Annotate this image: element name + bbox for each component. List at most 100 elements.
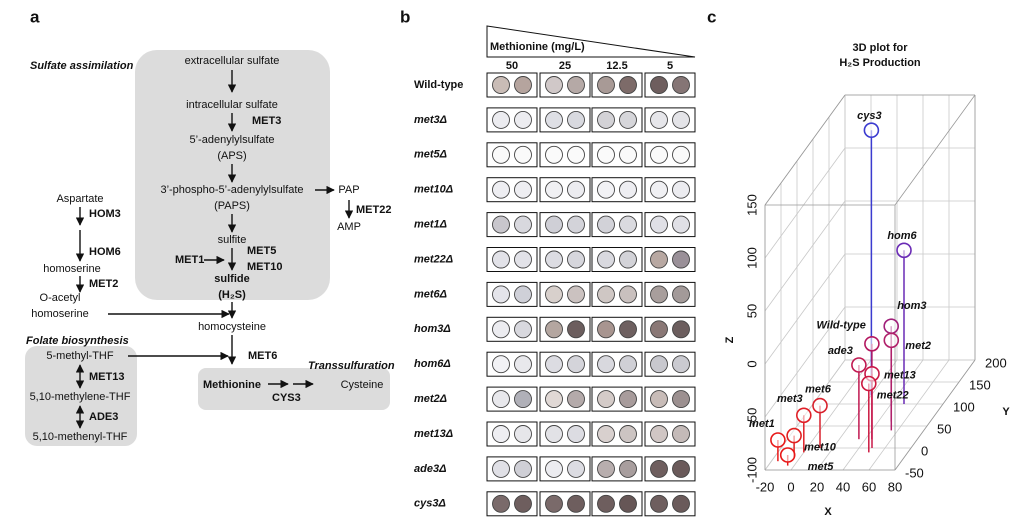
well: [492, 250, 510, 269]
point: [779, 447, 796, 463]
well: [597, 180, 615, 199]
node: 5-methyl-THF: [46, 350, 114, 362]
node: (PAPS): [214, 200, 250, 212]
well: [597, 494, 615, 513]
section-title: Sulfate assimilation: [30, 60, 134, 72]
well: [514, 285, 532, 304]
section-title: Folate biosynthesis: [26, 335, 129, 347]
y-tick-label: 50: [937, 421, 951, 436]
well: [545, 390, 563, 409]
well: [597, 425, 615, 443]
well: [619, 180, 637, 199]
point: [860, 375, 877, 392]
column-header: 25: [559, 60, 571, 72]
well: [672, 215, 690, 234]
well: [545, 180, 563, 199]
node: PAP: [338, 184, 359, 196]
row-label: hom6Δ: [414, 358, 451, 370]
box-edge: [894, 94, 976, 206]
node: intracellular sulfate: [186, 99, 278, 111]
y-tick-label: 150: [969, 377, 991, 392]
row-label: cys3Δ: [414, 498, 446, 510]
well: [597, 110, 615, 129]
point-label: Wild-type: [816, 320, 865, 332]
panel-c: c 3D plot for H₂S Production X Y Z -20 0 2…: [707, 7, 1010, 517]
well: [567, 76, 585, 94]
node: Methionine: [203, 379, 261, 391]
well: [619, 390, 637, 409]
well: [514, 459, 532, 478]
well: [492, 180, 510, 199]
x-tick-label: 40: [836, 479, 850, 494]
well: [672, 355, 690, 374]
enzyme: HOM3: [89, 208, 121, 220]
node: sulfite: [218, 234, 247, 246]
grid-line: [868, 359, 950, 471]
well: [567, 250, 585, 269]
panel-label: b: [400, 7, 410, 26]
enzyme: MET3: [252, 115, 281, 127]
well: [597, 76, 615, 94]
well: [545, 494, 563, 513]
well: [672, 459, 690, 478]
well: [619, 425, 637, 443]
well: [650, 494, 668, 513]
well: [597, 459, 615, 478]
well: [672, 320, 690, 339]
node: Aspartate: [56, 193, 103, 205]
row-label: Wild-type: [414, 79, 463, 91]
well: [650, 459, 668, 478]
well: [492, 110, 510, 129]
x-tick-label: 0: [787, 479, 794, 494]
well: [492, 320, 510, 339]
z-tick-label: 50: [744, 304, 759, 318]
well: [514, 390, 532, 409]
point-label: met1: [749, 418, 775, 430]
well: [567, 215, 585, 234]
well: [492, 425, 510, 443]
well: [567, 355, 585, 374]
well: [650, 180, 668, 199]
well: [492, 145, 510, 164]
node: Cysteine: [341, 379, 384, 391]
well: [567, 425, 585, 443]
node: (APS): [217, 150, 246, 162]
enzyme: CYS3: [272, 392, 301, 404]
node: homoserine: [31, 308, 88, 320]
section-title: Transsulfuration: [308, 360, 395, 372]
enzyme: HOM6: [89, 246, 121, 258]
row-label: met10Δ: [414, 184, 453, 196]
well: [492, 459, 510, 478]
well: [597, 390, 615, 409]
well: [492, 355, 510, 374]
z-tick-label: 0: [744, 360, 759, 367]
node: 3’-phospho-5’-adenylylsulfate: [160, 184, 303, 196]
well: [545, 355, 563, 374]
well: [492, 390, 510, 409]
chart-subtitle: H₂S Production: [839, 57, 921, 69]
row-label: met13Δ: [414, 428, 453, 440]
well: [492, 285, 510, 304]
well: [597, 215, 615, 234]
node: AMP: [337, 221, 361, 233]
well: [514, 425, 532, 443]
well: [567, 110, 585, 129]
well: [545, 425, 563, 443]
well: [597, 355, 615, 374]
x-tick-label: 60: [862, 479, 876, 494]
node: homoserine: [43, 263, 100, 275]
well: [514, 355, 532, 374]
y-tick-label: 0: [921, 443, 928, 458]
point: [770, 432, 786, 448]
well: [545, 110, 563, 129]
row-label: ade3Δ: [414, 463, 446, 475]
grid-line: [764, 147, 846, 259]
grid-line: [816, 359, 898, 471]
point-label: met13: [884, 370, 916, 382]
well: [650, 250, 668, 269]
row-label: met22Δ: [414, 253, 453, 265]
row-label: met5Δ: [414, 149, 447, 161]
well: [619, 76, 637, 94]
well: [650, 110, 668, 129]
